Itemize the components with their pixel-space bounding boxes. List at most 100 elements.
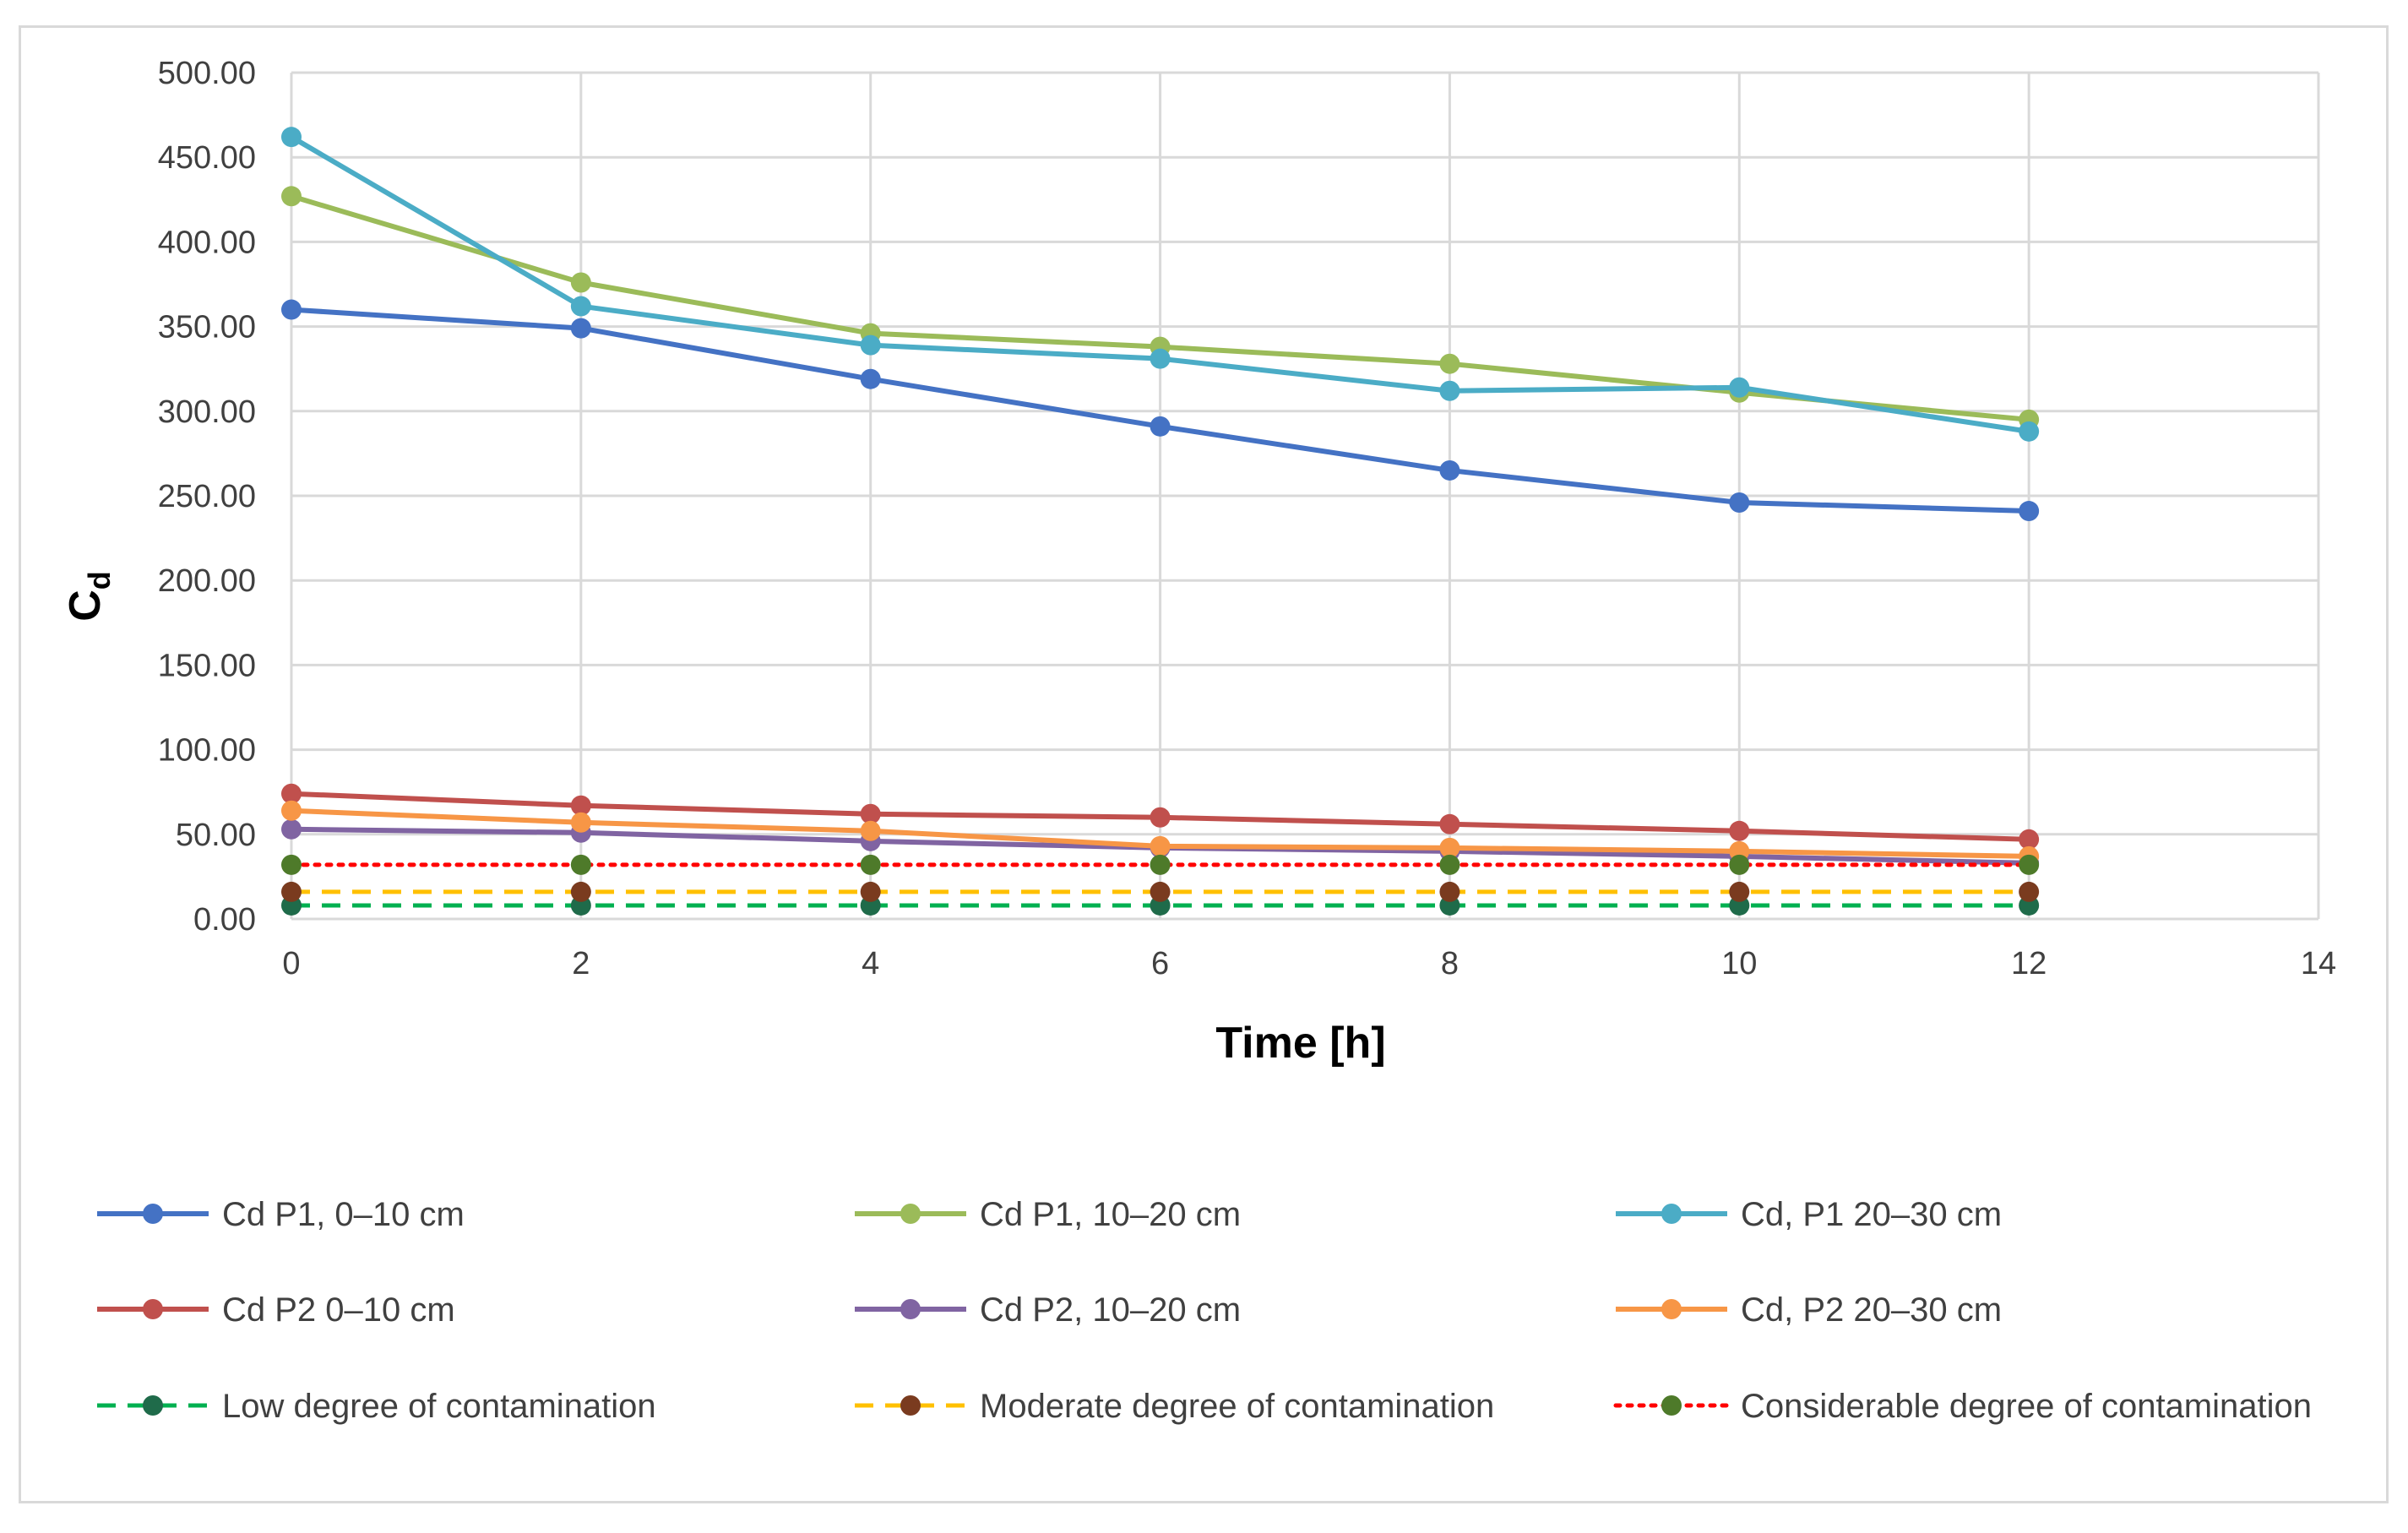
y-axis-title-main: C [61, 590, 110, 622]
data-point [570, 854, 591, 875]
legend-marker [900, 1299, 921, 1319]
legend-item: Cd P2 0–10 cm [97, 1291, 455, 1329]
data-point [1150, 854, 1171, 875]
x-tick-label: 6 [1151, 946, 1169, 981]
data-point [860, 820, 881, 841]
legend-marker [900, 1395, 921, 1416]
data-point [1729, 377, 1750, 398]
legend-label: Low degree of contamination [222, 1388, 656, 1425]
series-3 [281, 127, 2040, 442]
data-point [1150, 348, 1171, 369]
x-axis-tick-labels: 0 2 4 6 8 10 12 14 [282, 946, 2336, 981]
legend-marker [1661, 1299, 1682, 1319]
data-point [860, 334, 881, 356]
data-point [281, 127, 302, 148]
data-point [1150, 807, 1171, 828]
y-axis-title-subscript: d [82, 571, 117, 590]
data-point [281, 186, 302, 207]
data-point [1439, 881, 1460, 902]
gridlines [290, 71, 2320, 921]
series-8 [281, 881, 2040, 902]
x-tick-label: 8 [1441, 946, 1459, 981]
data-point [570, 795, 591, 816]
data-point [2019, 854, 2040, 875]
legend-item: Cd P1, 10–20 cm [855, 1196, 1241, 1233]
data-point [860, 803, 881, 824]
y-tick-label: 300.00 [158, 394, 256, 430]
series-lines [281, 127, 2040, 916]
data-point [2019, 421, 2040, 442]
x-tick-label: 12 [2011, 946, 2047, 981]
legend-marker [143, 1204, 163, 1224]
data-point [281, 818, 302, 840]
y-tick-label: 450.00 [158, 140, 256, 176]
legend-label: Cd P1, 0–10 cm [222, 1196, 465, 1233]
x-axis-title: Time [h] [1215, 1019, 1385, 1068]
data-point [860, 854, 881, 875]
data-point [1729, 820, 1750, 841]
data-point [860, 368, 881, 389]
data-point [1439, 353, 1460, 374]
x-tick-label: 10 [1721, 946, 1757, 981]
data-point [281, 783, 302, 804]
data-point [860, 881, 881, 902]
data-point [1439, 837, 1460, 858]
y-tick-label: 0.00 [193, 902, 256, 938]
y-tick-label: 250.00 [158, 479, 256, 514]
y-tick-label: 400.00 [158, 225, 256, 260]
legend-label: Considerable degree of contamination [1741, 1388, 2312, 1425]
legend-label: Cd P2, 10–20 cm [980, 1291, 1241, 1329]
legend-label: Cd, P1 20–30 cm [1741, 1196, 2002, 1233]
legend: Cd P1, 0–10 cm Cd P1, 10–20 cm Cd, P1 20–3… [97, 1196, 2312, 1425]
legend-label: Moderate degree of contamination [980, 1388, 1494, 1425]
y-axis-tick-labels: 0.00 50.00 100.00 150.00 200.00 250.00 300.00 3… [158, 56, 256, 938]
y-tick-label: 100.00 [158, 733, 256, 769]
legend-item: Cd P1, 0–10 cm [97, 1196, 465, 1233]
y-tick-label: 200.00 [158, 563, 256, 599]
legend-label: Cd, P2 20–30 cm [1741, 1291, 2002, 1329]
y-tick-label: 50.00 [176, 818, 256, 853]
data-point [2019, 501, 2040, 522]
data-point [570, 296, 591, 317]
series-4 [281, 783, 2040, 850]
legend-item: Considerable degree of contamination [1613, 1388, 2312, 1425]
y-tick-label: 500.00 [158, 56, 256, 91]
data-point [1729, 492, 1750, 514]
series-6 [281, 800, 2040, 867]
data-point [1439, 459, 1460, 481]
data-point [570, 318, 591, 339]
data-point [281, 881, 302, 902]
legend-item: Cd, P1 20–30 cm [1616, 1196, 2002, 1233]
x-tick-label: 0 [282, 946, 300, 981]
chart-frame [19, 25, 2389, 1503]
data-point [1150, 416, 1171, 437]
legend-marker [1661, 1395, 1682, 1416]
data-point [1439, 854, 1460, 875]
series-1 [281, 299, 2040, 522]
legend-item: Moderate degree of contamination [855, 1388, 1494, 1425]
data-point [2019, 829, 2040, 850]
series-9 [281, 854, 2040, 875]
legend-marker [1661, 1204, 1682, 1224]
y-axis-title: Cd [61, 571, 117, 622]
x-tick-label: 2 [572, 946, 590, 981]
legend-item: Low degree of contamination [97, 1388, 656, 1425]
data-point [281, 800, 302, 821]
legend-label: Cd P1, 10–20 cm [980, 1196, 1241, 1233]
data-point [2019, 881, 2040, 902]
legend-label: Cd P2 0–10 cm [222, 1291, 455, 1329]
data-point [1439, 380, 1460, 401]
legend-marker [143, 1299, 163, 1319]
x-tick-label: 14 [2301, 946, 2336, 981]
data-point [570, 272, 591, 293]
y-tick-label: 150.00 [158, 648, 256, 683]
y-tick-label: 350.00 [158, 310, 256, 345]
data-point [570, 881, 591, 902]
legend-item: Cd, P2 20–30 cm [1616, 1291, 2002, 1329]
data-point [281, 299, 302, 320]
x-tick-label: 4 [862, 946, 879, 981]
data-point [1439, 813, 1460, 834]
data-point [570, 812, 591, 833]
data-point [1729, 854, 1750, 875]
